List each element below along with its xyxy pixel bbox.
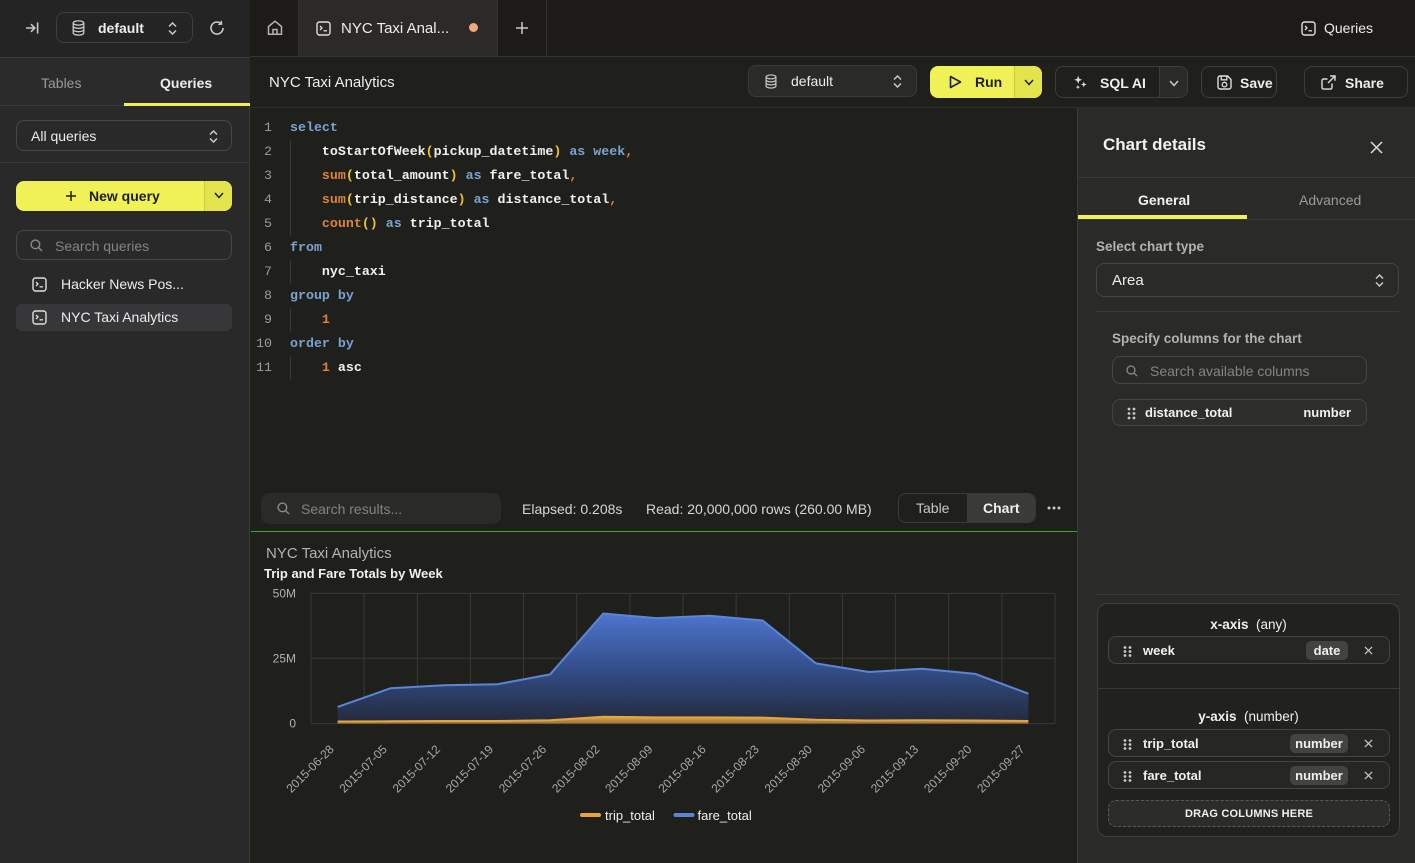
svg-text:50M: 50M <box>273 587 296 601</box>
svg-text:2015-09-06: 2015-09-06 <box>815 742 869 796</box>
svg-text:25M: 25M <box>273 652 296 666</box>
svg-text:2015-08-02: 2015-08-02 <box>549 742 603 796</box>
svg-text:2015-07-12: 2015-07-12 <box>390 742 444 796</box>
svg-text:2015-07-19: 2015-07-19 <box>443 742 497 796</box>
svg-text:trip_total: trip_total <box>605 808 655 823</box>
svg-text:2015-09-20: 2015-09-20 <box>921 742 975 796</box>
svg-text:2015-07-26: 2015-07-26 <box>496 742 550 796</box>
svg-text:2015-08-16: 2015-08-16 <box>655 742 709 796</box>
svg-text:2015-08-30: 2015-08-30 <box>762 742 816 796</box>
svg-text:2015-06-28: 2015-06-28 <box>283 742 337 796</box>
svg-text:2015-08-23: 2015-08-23 <box>709 742 763 796</box>
svg-text:0: 0 <box>289 717 296 731</box>
svg-text:fare_total: fare_total <box>698 808 752 823</box>
svg-text:2015-08-09: 2015-08-09 <box>602 742 656 796</box>
svg-text:2015-09-27: 2015-09-27 <box>974 742 1028 796</box>
svg-text:2015-09-13: 2015-09-13 <box>868 742 922 796</box>
svg-text:2015-07-05: 2015-07-05 <box>337 742 391 796</box>
